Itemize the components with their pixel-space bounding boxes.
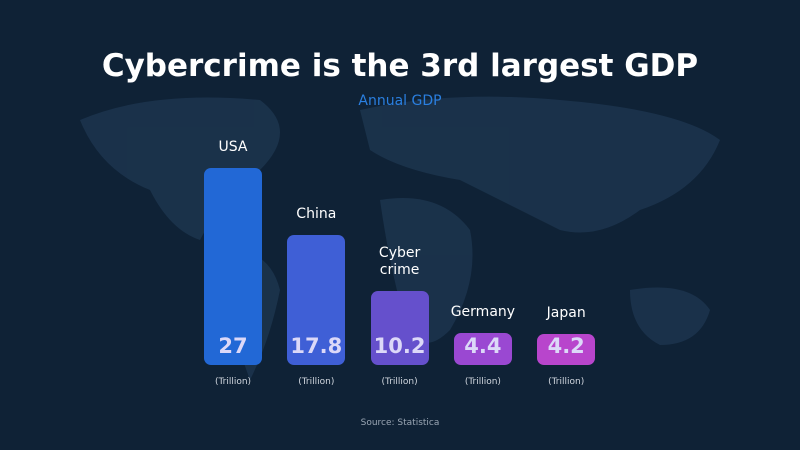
value-label: 10.2 [373,334,426,358]
bar [204,168,262,365]
chart-subtitle: Annual GDP [358,93,442,109]
value-label: 4.4 [464,334,502,358]
unit-label: (Trillion) [464,377,501,387]
unit-label: (Trillion) [298,377,335,387]
category-label: Cyber crime [378,244,421,278]
unit-label: (Trillion) [381,377,418,387]
category-label: China [296,206,337,223]
unit-label: (Trillion) [214,377,252,387]
value-label: 27 [218,334,248,358]
unit-label: (Trillion) [548,377,585,387]
bar [453,332,512,365]
category-label: Germany [450,303,516,320]
bar [287,235,346,365]
source-note: Source: Statistica [360,418,440,428]
bar [537,334,596,365]
bar [370,290,429,365]
value-label: 17.8 [290,334,343,358]
category-label: Japan [546,305,586,322]
category-label: USA [218,139,248,155]
chart-title: Cybercrime is the 3rd largest GDP [101,48,699,84]
value-label: 4.2 [547,334,585,358]
